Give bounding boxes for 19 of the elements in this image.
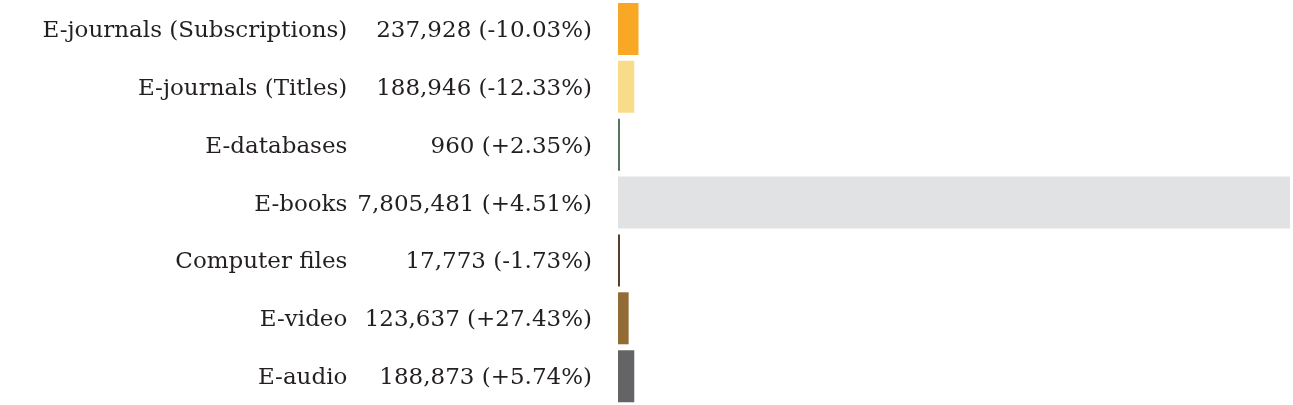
data-label: 960 (+2.35%): [430, 131, 592, 158]
y-tick-label: Computer files: [175, 247, 348, 274]
bar: [618, 292, 629, 345]
y-tick-label: E-databases: [205, 131, 348, 158]
bar: [618, 176, 1290, 229]
bar: [618, 3, 639, 55]
data-label: 123,637 (+27.43%): [364, 305, 592, 332]
y-tick-label: E-journals (Subscriptions): [42, 15, 348, 42]
data-label: 17,773 (-1.73%): [405, 247, 592, 274]
bar: [618, 60, 635, 113]
y-tick-label: E-books: [254, 189, 348, 216]
data-label: 188,946 (-12.33%): [376, 73, 592, 100]
data-label: 7,805,481 (+4.51%): [357, 189, 592, 216]
y-tick-label: E-journals (Titles): [137, 73, 348, 100]
data-label: 237,928 (-10.03%): [376, 15, 592, 42]
y-tick-label: E-audio: [257, 363, 348, 390]
bar: [618, 350, 635, 403]
y-tick-label: E-video: [259, 305, 348, 332]
data-label: 188,873 (+5.74%): [379, 363, 592, 390]
